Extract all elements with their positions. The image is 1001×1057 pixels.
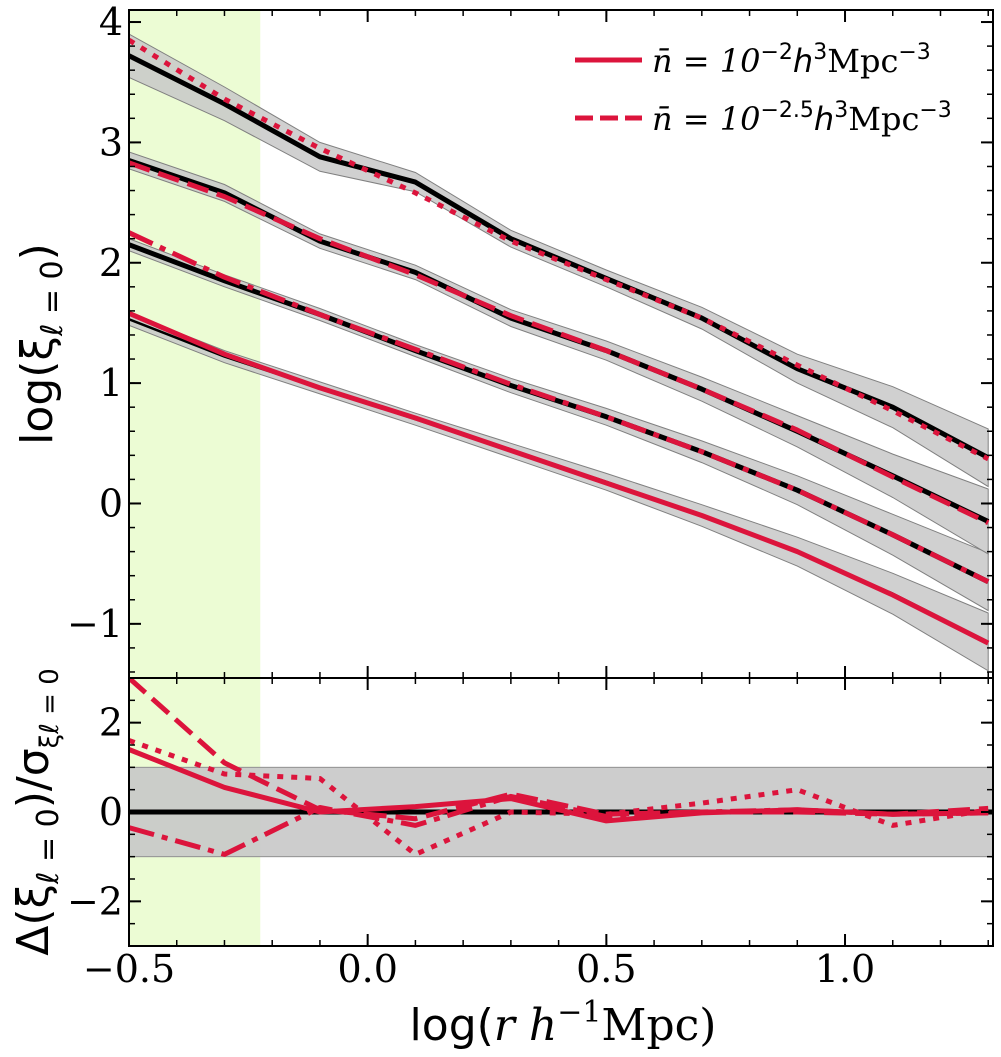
model-line-solid — [129, 311, 990, 646]
y-tick-label: 3 — [99, 120, 123, 164]
y-tick-label: 2 — [99, 241, 123, 285]
bottom-panel-frame — [128, 677, 994, 947]
residual-line-dash-dot — [129, 793, 989, 857]
model-lines — [129, 37, 990, 646]
model-line-dash-dot — [129, 230, 990, 584]
legend-label-dashed: n̄ = 10−2.5h3Mpc−3 — [652, 98, 952, 138]
y-tick-label: 0 — [99, 790, 123, 834]
x-axis-label: log(r h−1Mpc) — [410, 995, 717, 1051]
bottom-panel: −0.5 0.0 0.5 1.0 −2 0 2 — [67, 677, 994, 991]
y-tick-label: −2 — [67, 879, 123, 923]
bottom-y-axis-label: Δ(ξℓ = 0)/σξℓ = 0 — [8, 668, 66, 956]
top-panel: −1 0 1 2 3 4 — [67, 0, 994, 679]
residual-lines — [129, 678, 989, 857]
x-tick-label: 1.0 — [815, 947, 875, 991]
mock-line-2 — [129, 158, 990, 524]
mock-band-2 — [129, 151, 989, 555]
y-tick-label: 4 — [99, 0, 123, 44]
top-y-axis-label: log(ξℓ = 0) — [12, 243, 70, 445]
legend-label-solid: n̄ = 10−2h3Mpc−3 — [652, 40, 931, 80]
legend: n̄ = 10−2h3Mpc−3 n̄ = 10−2.5h3Mpc−3 — [575, 40, 952, 138]
x-tick-label: 0.0 — [337, 947, 397, 991]
y-tick-label: −1 — [67, 602, 123, 646]
mock-line-3 — [129, 53, 990, 460]
y-tick-label: 0 — [99, 481, 123, 525]
y-tick-label: 2 — [99, 701, 123, 745]
x-tick-label: 0.5 — [576, 947, 636, 991]
y-tick-label: 1 — [99, 361, 123, 405]
x-tick-label: −0.5 — [83, 947, 175, 991]
